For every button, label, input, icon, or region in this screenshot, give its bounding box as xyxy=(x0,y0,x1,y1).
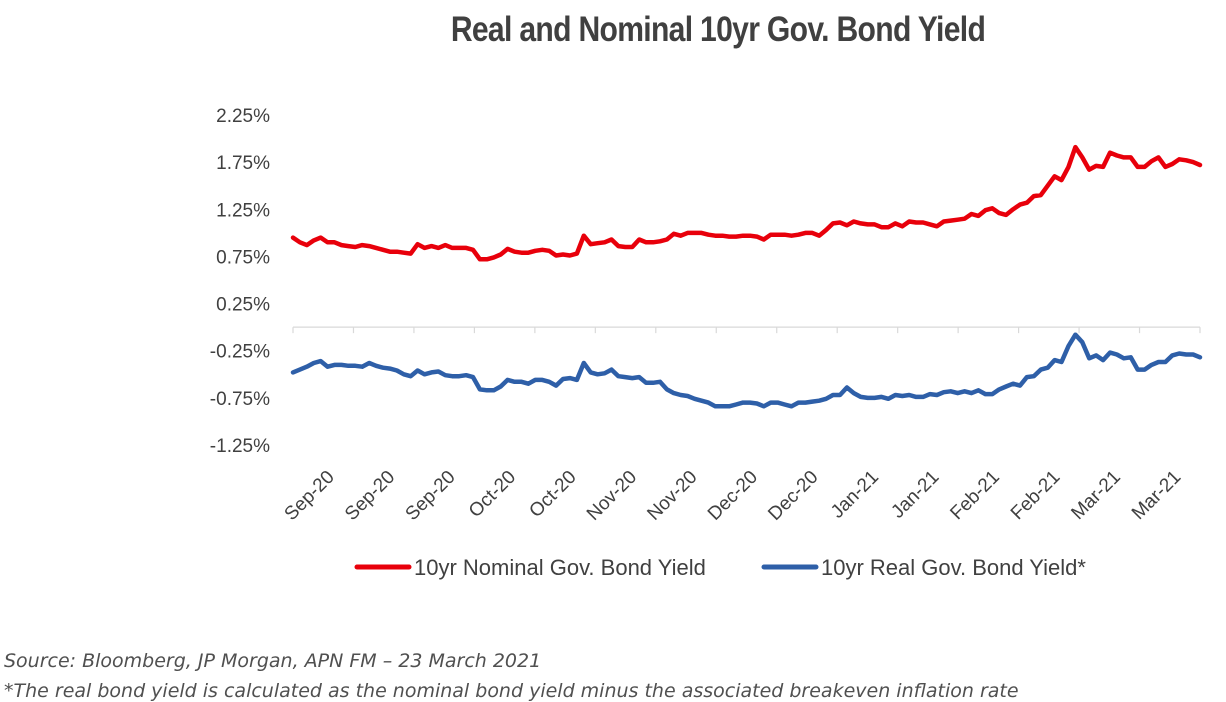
x-tick-label: Jan-21 xyxy=(887,467,943,523)
x-tick-label: Sep-20 xyxy=(341,467,399,525)
x-tick-label: Mar-21 xyxy=(1128,467,1185,524)
y-tick-label: -0.75% xyxy=(210,389,270,410)
legend: 10yr Nominal Gov. Bond Yield 10yr Real Go… xyxy=(354,555,1086,580)
x-tick-label: Oct-20 xyxy=(525,467,580,522)
chart-title: Real and Nominal 10yr Gov. Bond Yield xyxy=(450,10,986,49)
y-tick-label: -0.25% xyxy=(210,342,270,363)
x-tick-label: Feb-21 xyxy=(946,467,1003,524)
y-tick-label: 2.25% xyxy=(216,106,270,127)
series-line-0 xyxy=(290,144,1203,262)
source-note: Source: Bloomberg, JP Morgan, APN FM – 2… xyxy=(4,650,542,672)
y-axis-ticks: 2.25% 1.75% 1.25% 0.75% 0.25% -0.25% -0.75% -1.… xyxy=(210,106,270,457)
x-axis-ticks: Sep-20 Sep-20 Sep-20 Oct-20 Oct-20 Nov-20 Nov-… xyxy=(281,467,1186,525)
x-tick-label: Nov-20 xyxy=(643,467,701,525)
x-tick-label: Jan-21 xyxy=(827,467,883,523)
x-tick-label: Dec-20 xyxy=(704,467,762,525)
x-tick-label: Dec-20 xyxy=(764,467,822,525)
footnote: *The real bond yield is calculated as th… xyxy=(4,680,1019,702)
legend-label-0: 10yr Nominal Gov. Bond Yield xyxy=(414,555,706,580)
series-line-1 xyxy=(290,332,1203,409)
x-tick-label: Sep-20 xyxy=(402,467,460,525)
legend-label-1: 10yr Real Gov. Bond Yield* xyxy=(821,555,1086,580)
y-tick-label: -1.25% xyxy=(210,436,270,457)
y-tick-label: 1.25% xyxy=(216,200,270,221)
x-tick-label: Oct-20 xyxy=(465,467,520,522)
y-tick-label: 0.75% xyxy=(216,247,270,268)
y-tick-label: 1.75% xyxy=(216,153,270,174)
x-tick-label: Sep-20 xyxy=(281,467,339,525)
y-tick-label: 0.25% xyxy=(216,295,270,316)
x-axis-tick-marks xyxy=(292,327,1201,334)
series-layer xyxy=(290,144,1203,409)
x-tick-label: Nov-20 xyxy=(583,467,641,525)
x-tick-label: Feb-21 xyxy=(1007,467,1064,524)
x-tick-label: Mar-21 xyxy=(1067,467,1124,524)
